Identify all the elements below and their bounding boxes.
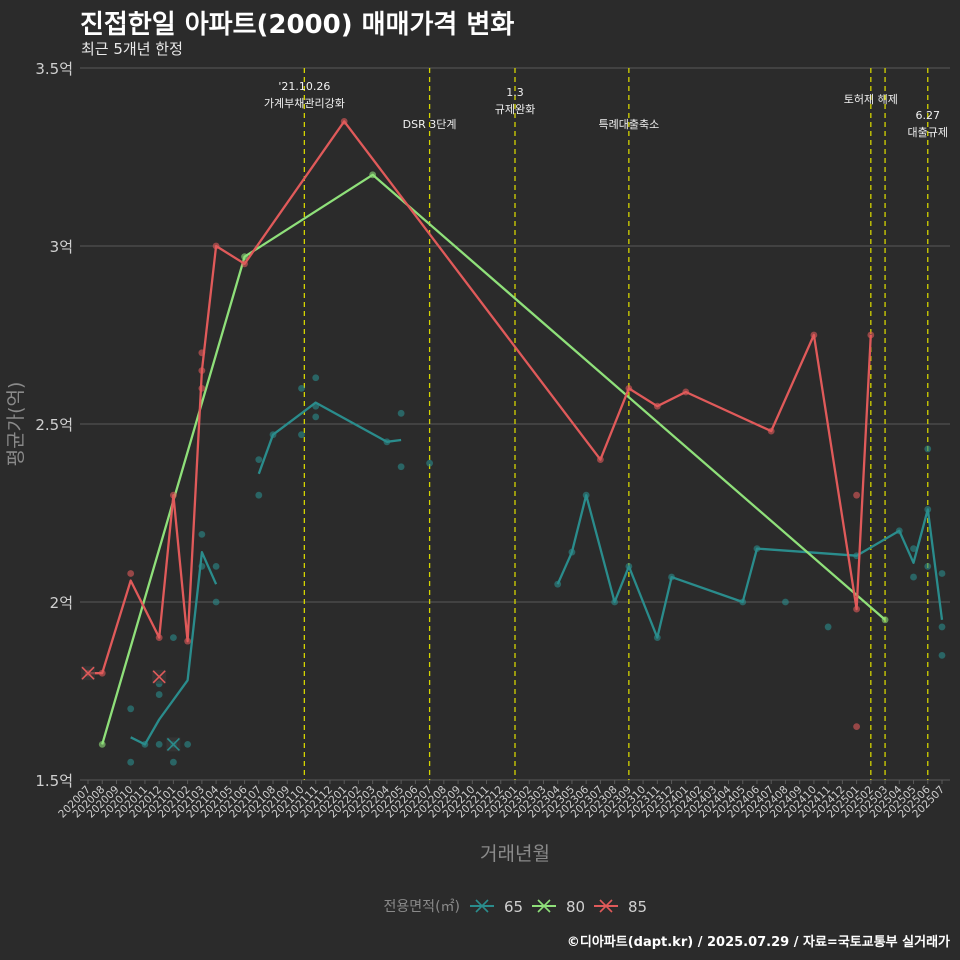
chart-title: 진접한일 아파트(2000) 매매가격 변화 [80, 10, 515, 40]
data-point-65 [397, 463, 405, 471]
legend-label-85: 85 [628, 898, 647, 916]
data-point-65 [198, 530, 206, 538]
chart-subtitle: 최근 5개년 한정 [81, 40, 183, 58]
data-point-65 [184, 741, 192, 748]
event-label: 1.3 규제완화 [495, 86, 535, 116]
event-label: DSR 3단계 [403, 118, 457, 131]
data-point-65 [824, 623, 832, 631]
data-point-65 [127, 758, 135, 766]
series-line-85 [88, 120, 872, 675]
cross-marker-85 [81, 666, 95, 680]
footer-credit: ©디아파트(dapt.kr) / 2025.07.29 / 자료=국토교통부 실… [566, 935, 950, 950]
legend-cross-65 [475, 899, 489, 913]
data-point-65 [212, 563, 220, 570]
cross-marker-65 [166, 737, 180, 751]
data-point-65 [212, 598, 220, 606]
data-point-65 [312, 374, 320, 382]
series-line-65 [556, 494, 944, 639]
series-line-80 [101, 173, 886, 745]
x-axis-title: 거래년월 [480, 843, 550, 865]
event-label: 특례대출축소 [598, 118, 659, 131]
data-point-85 [127, 570, 135, 577]
data-point-65 [170, 634, 177, 641]
y-tick-label: 1.5억 [35, 772, 73, 790]
data-point-65 [910, 573, 917, 581]
data-point-65 [924, 445, 932, 453]
y-tick-label: 2억 [50, 594, 73, 612]
data-point-65 [910, 545, 917, 552]
cross-marker-85 [152, 670, 166, 684]
data-point-65 [127, 705, 135, 713]
data-point-65 [397, 409, 405, 417]
data-point-65 [155, 691, 163, 698]
y-axis-title: 평균가(억) [5, 382, 27, 467]
event-label: '21.10.26 가계부채관리강화 [264, 80, 345, 110]
legend-label-65: 65 [504, 898, 523, 916]
series-line-65 [257, 401, 402, 475]
data-point-65 [426, 459, 433, 467]
legend-label-80: 80 [566, 898, 585, 916]
y-tick-label: 2.5억 [35, 416, 73, 434]
data-point-65 [782, 598, 789, 606]
data-point-65 [255, 456, 263, 463]
event-label: 6.27 대출규제 [908, 109, 948, 139]
y-tick-label: 3억 [50, 238, 73, 256]
data-point-85 [867, 331, 875, 339]
data-point-65 [924, 563, 932, 570]
data-point-65 [255, 491, 263, 499]
data-point-65 [938, 623, 946, 631]
legend-cross-85 [599, 899, 613, 913]
data-point-65 [938, 652, 946, 659]
data-point-85 [853, 723, 860, 730]
y-tick-label: 3.5억 [35, 60, 73, 78]
data-point-65 [298, 385, 305, 392]
data-point-65 [170, 758, 177, 766]
event-label: 토허제 해제 [844, 92, 898, 106]
series-line-65 [130, 551, 218, 746]
data-point-65 [312, 413, 320, 421]
legend-cross-80 [537, 899, 551, 913]
data-point-65 [298, 431, 305, 439]
data-point-65 [938, 570, 946, 577]
legend-title: 전용면적(㎡) [384, 899, 460, 915]
data-point-65 [155, 741, 163, 748]
data-point-85 [853, 491, 860, 499]
